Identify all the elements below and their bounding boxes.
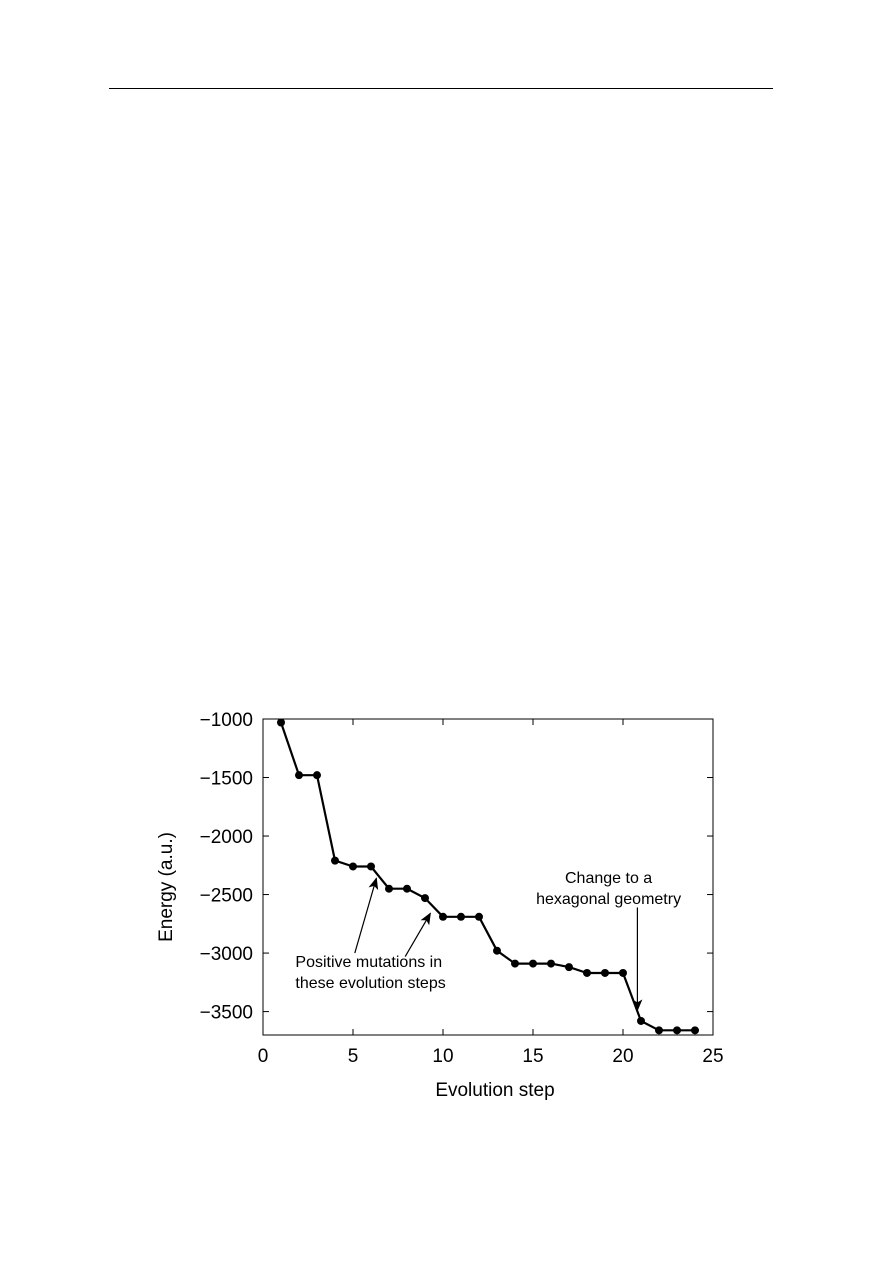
data-point [565,963,573,972]
annotation-text-hexagonal-geometry: hexagonal geometry [536,891,681,908]
annotation-layer: Positive mutations in these evolution ste… [295,870,681,1012]
y-axis-label: Energy (a.u.) [156,832,177,942]
x-tick-label: 10 [432,1046,453,1067]
data-point [691,1026,699,1035]
data-point [547,959,555,968]
data-point [655,1026,663,1035]
data-point [349,862,357,871]
x-tick-label: 5 [348,1046,359,1067]
annotation-arrow [404,912,431,957]
x-tick-label: 25 [702,1046,723,1067]
page-header-rule [109,88,773,89]
data-point [385,884,393,893]
data-point [673,1026,681,1035]
x-tick-label: 15 [522,1046,543,1067]
data-point [295,771,303,780]
data-point [313,771,321,780]
y-tick-label: −2500 [200,886,253,907]
y-tick-label: −2000 [200,827,253,848]
data-point [421,894,429,903]
x-axis-label: Evolution step [435,1080,554,1101]
y-tick-label: −3500 [200,1003,253,1024]
y-tick-label: −3000 [200,944,253,965]
data-point [601,968,609,977]
data-point [493,946,501,955]
data-point [457,912,465,921]
data-point [439,912,447,921]
series-layer [277,718,699,1035]
y-tick-label: −1500 [200,769,253,790]
annotation-text-hexagonal-geometry: Change to a [565,870,652,887]
data-point [403,884,411,893]
data-point [367,862,375,871]
annotation-text-positive-mutations: Positive mutations in [295,954,442,971]
x-tick-label: 20 [612,1046,633,1067]
data-point [619,968,627,977]
y-tick-label: −1000 [200,710,253,731]
data-point [277,718,285,727]
x-axis: 0 5 10 15 20 25 [258,719,724,1067]
data-point [511,959,519,968]
annotation-text-positive-mutations: these evolution steps [295,975,445,992]
data-point [637,1016,645,1025]
data-point [529,959,537,968]
x-tick-label: 0 [258,1046,269,1067]
plot-frame [262,718,714,1036]
data-point [475,912,483,921]
annotation-arrow [354,877,379,954]
data-point [331,856,339,865]
y-axis: −1000 −1500 −2000 −2500 −3000 −3500 [200,710,713,1024]
data-point [583,968,591,977]
